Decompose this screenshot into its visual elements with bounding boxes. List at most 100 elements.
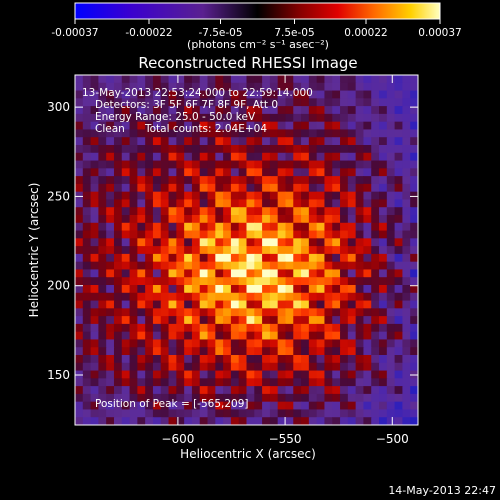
heatmap-cell xyxy=(168,253,177,263)
heatmap-cell xyxy=(75,316,84,325)
heatmap-cell xyxy=(262,137,271,146)
heatmap-cell xyxy=(371,160,380,169)
heatmap-cell xyxy=(324,106,333,115)
heatmap-cell xyxy=(269,261,279,271)
heatmap-cell xyxy=(75,160,84,169)
heatmap-cell xyxy=(113,176,123,185)
heatmap-cell xyxy=(332,207,341,216)
heatmap-cell xyxy=(355,393,365,403)
heatmap-cell xyxy=(347,90,357,99)
heatmap-cell xyxy=(363,393,372,403)
heatmap-cell xyxy=(340,82,349,92)
heatmap-cell xyxy=(90,393,99,403)
heatmap-cell xyxy=(82,98,92,107)
heatmap-cell xyxy=(308,129,318,138)
heatmap-cell xyxy=(269,215,279,224)
heatmap-cell xyxy=(90,113,99,123)
heatmap-cell xyxy=(215,238,224,247)
heatmap-cell xyxy=(113,215,123,224)
heatmap-cell xyxy=(75,355,84,364)
heatmap-cell xyxy=(363,145,372,154)
heatmap-cell xyxy=(293,269,302,278)
heatmap-cell xyxy=(308,90,318,99)
x-tick-label: −550 xyxy=(269,432,302,446)
heatmap-cell xyxy=(223,285,232,294)
heatmap-cell xyxy=(121,401,131,411)
heatmap-cell xyxy=(113,238,123,247)
heatmap-cell xyxy=(184,215,193,224)
heatmap-cell xyxy=(90,98,99,107)
heatmap-cell xyxy=(207,90,216,99)
heatmap-cell xyxy=(160,347,170,356)
heatmap-cell xyxy=(363,347,372,356)
heatmap-cell xyxy=(98,355,107,364)
heatmap-cell xyxy=(269,176,279,185)
heatmap-cell xyxy=(402,417,411,425)
heatmap-cell xyxy=(269,183,279,193)
heatmap-cell xyxy=(277,308,287,317)
heatmap-cell xyxy=(293,160,302,169)
heatmap-cell xyxy=(121,168,131,177)
heatmap-cell xyxy=(379,339,388,348)
heatmap-cell xyxy=(332,98,341,107)
heatmap-cell xyxy=(207,300,216,309)
heatmap-cell xyxy=(176,82,185,92)
heatmap-cell xyxy=(82,253,92,263)
heatmap-cell xyxy=(184,417,193,425)
heatmap-cell xyxy=(215,386,224,395)
heatmap-cell xyxy=(355,269,365,278)
heatmap-cell xyxy=(379,215,388,224)
heatmap-cell xyxy=(324,246,333,255)
heatmap-cell xyxy=(285,269,294,278)
heatmap-cell xyxy=(106,230,115,239)
heatmap-cell xyxy=(191,82,201,92)
heatmap-cell xyxy=(223,137,232,146)
heatmap-cell xyxy=(129,308,138,317)
heatmap-cell xyxy=(207,152,216,162)
heatmap-cell xyxy=(215,106,224,115)
heatmap-cell xyxy=(386,409,396,418)
heatmap-cell xyxy=(301,347,310,356)
heatmap-cell xyxy=(82,215,92,224)
heatmap-cell xyxy=(340,300,349,309)
heatmap-cell xyxy=(324,347,333,356)
heatmap-cell xyxy=(355,230,365,239)
heatmap-cell xyxy=(340,401,349,411)
heatmap-cell xyxy=(129,160,138,169)
heatmap-cell xyxy=(308,207,318,216)
heatmap-cell xyxy=(301,82,310,92)
heatmap-cell xyxy=(301,253,310,263)
heatmap-cell xyxy=(262,386,271,395)
heatmap-cell xyxy=(145,152,154,162)
heatmap-cell xyxy=(355,160,365,169)
heatmap-cell xyxy=(152,98,162,107)
heatmap-cell xyxy=(254,207,263,216)
heatmap-cell xyxy=(340,160,349,169)
heatmap-cell xyxy=(394,253,404,263)
info-detectors: Detectors: 3F 5F 6F 7F 8F 9F, Att 0 xyxy=(95,99,278,111)
heatmap-cell xyxy=(363,378,372,387)
heatmap-cell xyxy=(355,215,365,224)
heatmap-cell xyxy=(308,230,318,239)
heatmap-cell xyxy=(75,347,84,356)
heatmap-cell xyxy=(129,323,138,333)
heatmap-cell xyxy=(176,347,185,356)
heatmap-cell xyxy=(285,347,294,356)
heatmap-cell xyxy=(207,269,216,278)
heatmap-cell xyxy=(223,215,232,224)
heatmap-cell xyxy=(176,323,185,333)
heatmap-cell xyxy=(246,152,255,162)
heatmap-cell xyxy=(332,277,341,286)
heatmap-cell xyxy=(254,277,263,286)
heatmap-cell xyxy=(402,292,411,302)
heatmap-cell xyxy=(254,300,263,309)
heatmap-cell xyxy=(316,176,326,185)
heatmap-cell xyxy=(402,316,411,325)
heatmap-cell xyxy=(410,417,418,425)
heatmap-cell xyxy=(269,393,279,403)
heatmap-cell xyxy=(285,98,294,107)
heatmap-cell xyxy=(98,401,107,411)
heatmap-cell xyxy=(75,401,84,411)
heatmap-cell xyxy=(168,129,177,138)
heatmap-cell xyxy=(238,292,248,302)
